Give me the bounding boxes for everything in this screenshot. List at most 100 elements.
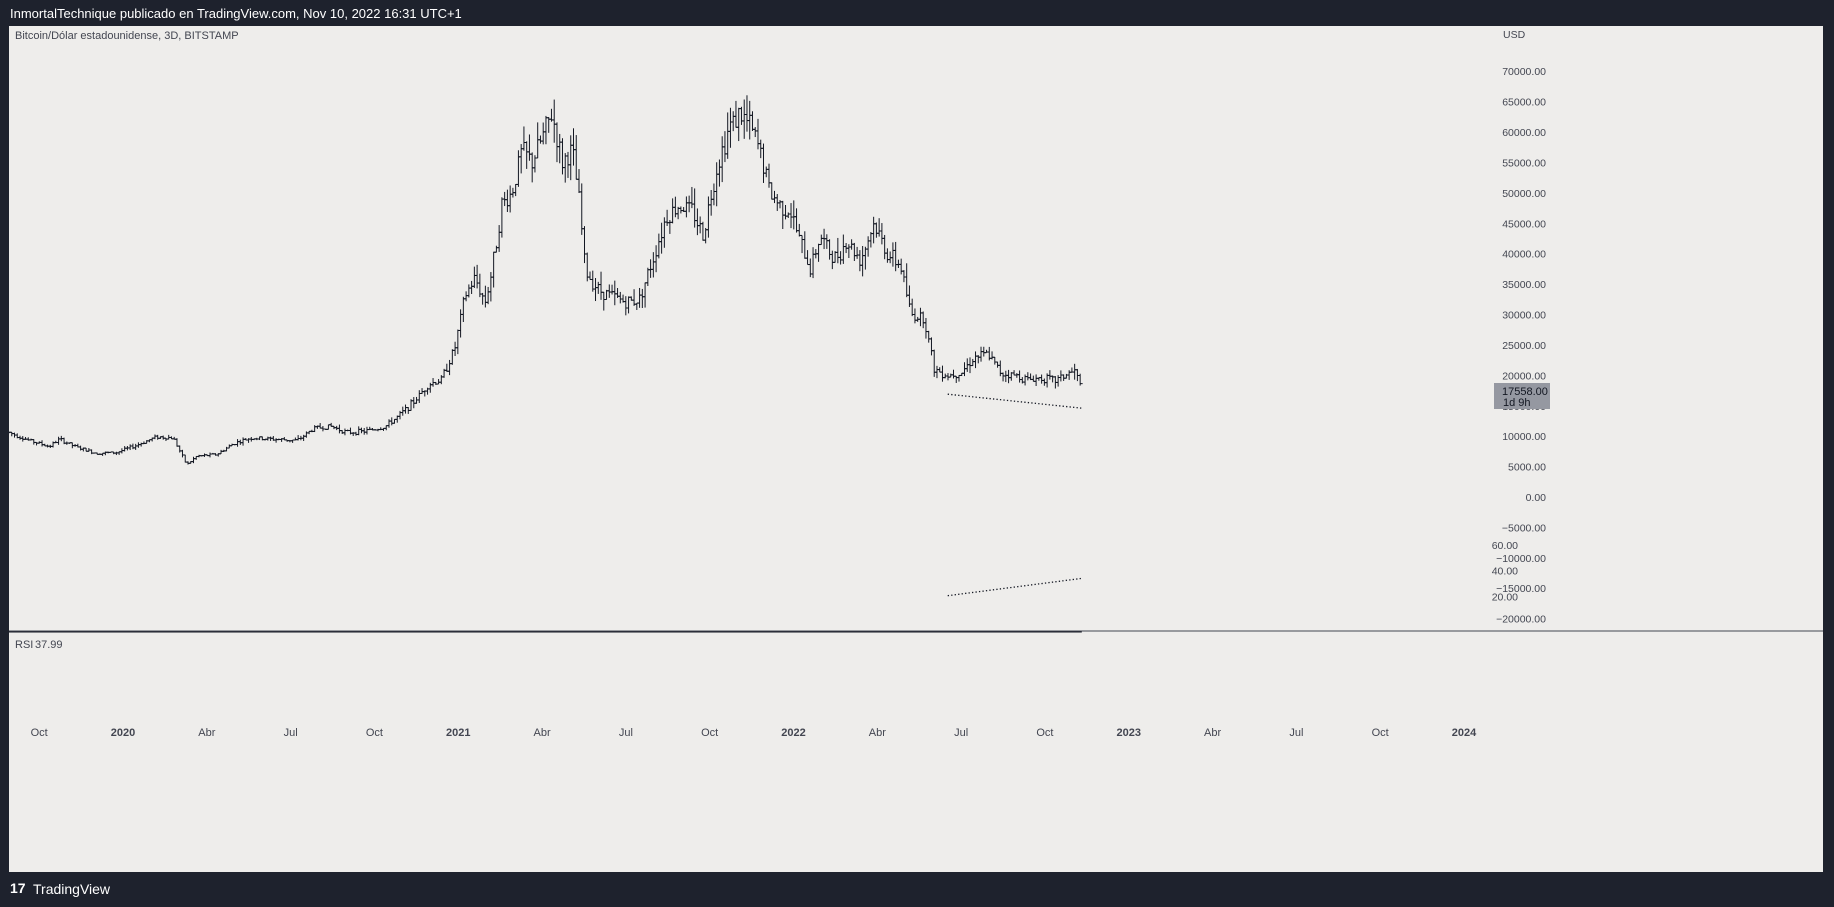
chart-area[interactable]: Bitcoin/Dólar estadounidense, 3D, BITSTA…: [9, 26, 1823, 872]
time-tick-label: Abr: [1204, 727, 1221, 739]
ohlc-bar: [950, 369, 956, 379]
ohlc-bar: [295, 435, 301, 441]
ohlc-bar: [939, 365, 945, 382]
time-tick-label: Jul: [619, 727, 633, 739]
ohlc-bar: [499, 197, 505, 238]
ohlc-bar: [265, 436, 271, 441]
ohlc-bar: [689, 186, 695, 209]
ohlc-bar: [551, 99, 557, 143]
ohlc-bar: [1006, 369, 1012, 384]
price-tick-label: 10000.00: [1502, 431, 1546, 443]
ohlc-bar: [1025, 372, 1031, 381]
ohlc-bar: [353, 431, 359, 436]
ohlc-bar: [521, 126, 527, 151]
ohlc-bar: [240, 437, 246, 446]
ohlc-bar: [703, 227, 709, 244]
ohlc-bar: [1033, 374, 1039, 386]
ohlc-bar: [956, 374, 962, 382]
ohlc-bar: [386, 419, 392, 428]
ohlc-bar: [177, 445, 183, 453]
last-price-badge: 17558.00 1d 9h: [1494, 383, 1550, 409]
ohlc-bar: [799, 234, 805, 254]
ohlc-bar: [846, 244, 852, 259]
last-price-badge-bg: [1494, 383, 1550, 409]
price-tick-label: 20000.00: [1502, 370, 1546, 382]
ohlc-bar: [463, 291, 469, 302]
ohlc-bar: [411, 397, 417, 409]
ohlc-bar: [860, 245, 866, 277]
ohlc-bar: [783, 204, 789, 220]
ohlc-bar: [1061, 374, 1067, 381]
ohlc-bar: [190, 456, 196, 464]
ohlc-bar: [1011, 370, 1017, 376]
last-price-label: 17558.00: [1502, 386, 1548, 398]
ohlc-bar: [469, 280, 475, 294]
rsi-tick-label: 20.00: [1492, 591, 1518, 603]
ohlc-bar: [160, 435, 166, 440]
ohlc-bar: [865, 236, 871, 257]
ohlc-bar: [716, 159, 722, 187]
ohlc-bar: [540, 122, 546, 145]
ohlc-bar: [730, 111, 736, 132]
ohlc-bar: [488, 272, 494, 302]
ohlc-bar: [273, 438, 279, 443]
ohlc-bar: [325, 424, 331, 430]
ohlc-bar: [361, 427, 367, 435]
ohlc-bar: [722, 131, 728, 163]
ohlc-bar: [664, 209, 670, 226]
ohlc-bar: [226, 444, 232, 449]
ohlc-bar: [152, 434, 158, 440]
ohlc-bar: [504, 189, 510, 212]
ohlc-bar: [312, 425, 318, 433]
time-tick-label: 2022: [781, 727, 805, 739]
ohlc-bar: [339, 430, 345, 434]
time-tick-label: 2020: [111, 727, 135, 739]
publisher-line: InmortalTechnique publicado en TradingVi…: [10, 6, 462, 21]
ohlc-bar: [876, 218, 882, 237]
ohlc-bar: [1058, 370, 1064, 382]
ohlc-bar: [816, 243, 822, 262]
ohlc-bar: [873, 222, 879, 238]
ohlc-bar: [788, 203, 794, 229]
countdown-label: 1d 9h: [1503, 397, 1531, 409]
ohlc-bar: [744, 95, 750, 132]
currency-label: USD: [1503, 29, 1526, 41]
price-tick-label: 65000.00: [1502, 97, 1546, 109]
ohlc-bar: [818, 234, 824, 246]
price-tick-label: 0.00: [1526, 492, 1547, 504]
ohlc-bar: [1055, 375, 1061, 387]
rsi-axis[interactable]: 60.00 40.00 20.00: [1492, 540, 1518, 603]
price-tick-label: 35000.00: [1502, 279, 1546, 291]
price-tick-label: −20000.00: [1496, 614, 1546, 626]
rsi-trendline[interactable]: [947, 577, 1082, 597]
ohlc-bar: [992, 356, 998, 365]
ohlc-bar: [623, 296, 629, 316]
ohlc-bar: [554, 122, 560, 163]
rsi-pane[interactable]: RSI 37.99 60.00 40.00 20.00: [9, 540, 1518, 651]
ohlc-bar: [590, 270, 596, 292]
price-pane[interactable]: Bitcoin/Dólar estadounidense, 3D, BITSTA…: [9, 29, 1550, 626]
ohlc-bar: [626, 296, 632, 314]
ohlc-bar: [937, 367, 943, 373]
ohlc-bar: [491, 251, 497, 288]
ohlc-bar: [482, 285, 488, 308]
ohlc-bar: [827, 239, 833, 260]
time-axis[interactable]: Oct 2020 Abr Jul Oct 2021 Abr Jul Oct 2022 Abr Jul O…: [31, 727, 1478, 739]
price-trendline[interactable]: [947, 393, 1082, 409]
time-tick-label: Abr: [869, 727, 886, 739]
ohlc-bar: [686, 195, 692, 213]
chart-svg[interactable]: Bitcoin/Dólar estadounidense, 3D, BITSTA…: [9, 26, 1823, 872]
ohlc-bar: [904, 263, 910, 298]
price-tick-label: −15000.00: [1496, 583, 1546, 595]
time-tick-label: 2021: [446, 727, 470, 739]
ohlc-bar: [604, 289, 610, 300]
price-tick-label: 70000.00: [1502, 66, 1546, 78]
rsi-value: 37.99: [35, 639, 63, 651]
ohlc-bar: [480, 292, 486, 305]
ohlc-bar: [928, 337, 934, 356]
ohlc-bar: [642, 282, 648, 308]
ohlc-bar: [419, 388, 425, 394]
ohlc-bar: [587, 271, 593, 280]
ohlc-bar: [455, 329, 461, 355]
ohlc-bar: [524, 141, 530, 169]
